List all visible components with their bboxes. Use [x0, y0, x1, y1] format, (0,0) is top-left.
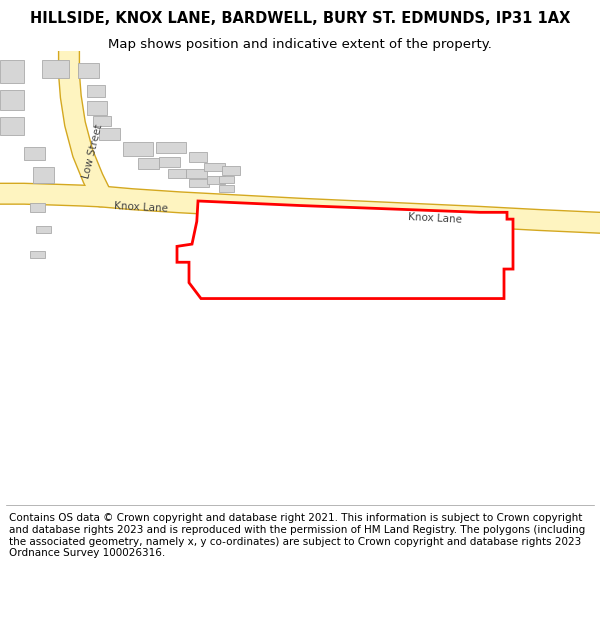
Polygon shape	[87, 85, 105, 97]
Polygon shape	[123, 142, 153, 156]
Polygon shape	[159, 158, 180, 167]
Polygon shape	[0, 90, 24, 110]
Polygon shape	[33, 167, 54, 183]
Polygon shape	[168, 169, 186, 178]
Polygon shape	[30, 203, 45, 212]
Polygon shape	[189, 179, 209, 188]
Polygon shape	[219, 176, 234, 183]
Polygon shape	[177, 201, 513, 299]
Polygon shape	[30, 251, 45, 258]
Text: HILLSIDE, KNOX LANE, BARDWELL, BURY ST. EDMUNDS, IP31 1AX: HILLSIDE, KNOX LANE, BARDWELL, BURY ST. …	[30, 11, 570, 26]
Polygon shape	[138, 158, 159, 169]
Polygon shape	[156, 142, 186, 153]
Polygon shape	[78, 62, 99, 79]
Polygon shape	[186, 169, 207, 178]
Polygon shape	[93, 116, 111, 126]
Polygon shape	[0, 61, 24, 83]
Text: Map shows position and indicative extent of the property.: Map shows position and indicative extent…	[108, 39, 492, 51]
Polygon shape	[36, 226, 51, 232]
Polygon shape	[99, 128, 120, 140]
Polygon shape	[42, 61, 69, 79]
Polygon shape	[24, 146, 45, 160]
Text: Low Street: Low Street	[81, 123, 104, 179]
Polygon shape	[207, 176, 225, 184]
Polygon shape	[189, 152, 207, 162]
Text: Knox Lane: Knox Lane	[114, 201, 169, 214]
Polygon shape	[219, 184, 234, 192]
Polygon shape	[204, 163, 225, 171]
Polygon shape	[87, 101, 107, 115]
Polygon shape	[222, 166, 240, 174]
Text: Knox Lane: Knox Lane	[408, 212, 463, 224]
Text: Contains OS data © Crown copyright and database right 2021. This information is : Contains OS data © Crown copyright and d…	[9, 513, 585, 558]
Polygon shape	[0, 117, 24, 135]
